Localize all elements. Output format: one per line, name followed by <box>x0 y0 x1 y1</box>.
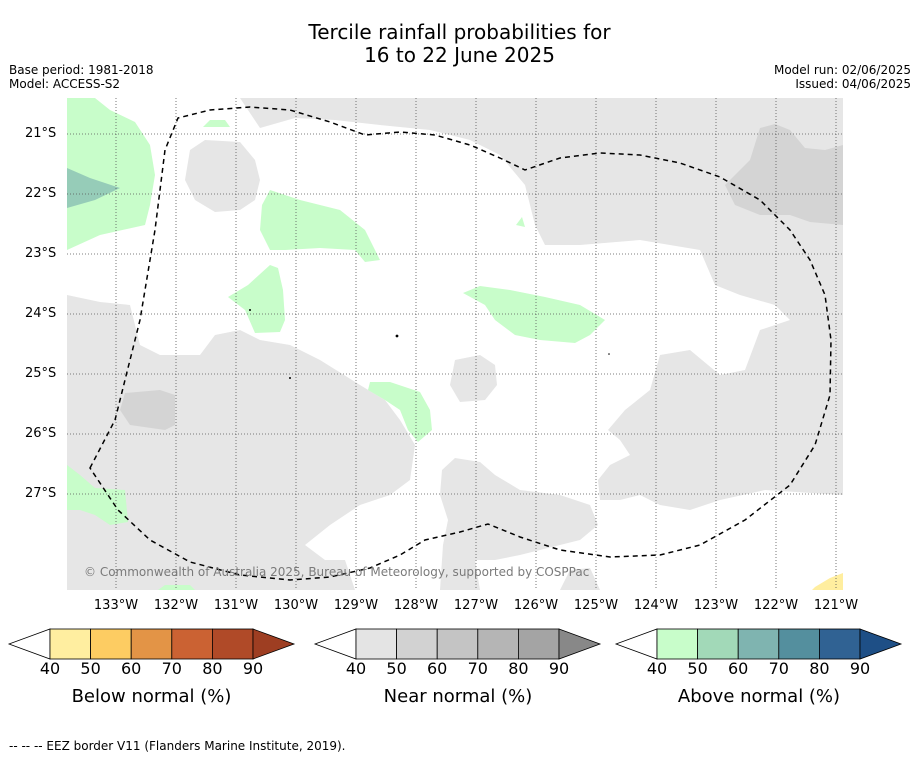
above-normal-colorbar-segment <box>656 628 698 660</box>
above-normal-title: Above normal (%) <box>677 686 841 707</box>
meta-right: Model run: 02/06/2025 Issued: 04/06/2025 <box>774 63 911 91</box>
above-normal-region <box>368 382 432 442</box>
above-normal-region <box>158 585 195 590</box>
meta-left: Base period: 1981-2018 Model: ACCESS-S2 <box>9 63 154 91</box>
near-normal-colorbar-tick: 70 <box>467 659 488 678</box>
below-normal-colorbar-segment <box>49 628 91 660</box>
near-normal-colorbar-tick: 40 <box>345 659 367 678</box>
near-normal-region <box>780 325 843 420</box>
above-normal-colorbar-segment <box>819 628 861 660</box>
above-normal-colorbar-segment <box>778 628 820 660</box>
below-normal-colorbar-tick: 80 <box>202 659 223 678</box>
near-normal-region <box>240 98 843 510</box>
above-normal-colorbar-tick: 40 <box>646 659 668 678</box>
above-normal-region <box>260 190 380 262</box>
lat-label: 21°S <box>25 126 57 141</box>
above-normal-region <box>463 286 605 343</box>
near-normal-region <box>450 355 497 402</box>
lon-label: 130°W <box>273 598 319 613</box>
base-period: Base period: 1981-2018 <box>9 63 154 77</box>
above-normal-colorbar-extend-high <box>859 628 903 660</box>
below-normal-region <box>812 573 843 590</box>
above-normal-colorbar-tick: 80 <box>809 659 830 678</box>
lon-label: 121°W <box>813 598 859 613</box>
map-grid <box>67 98 843 590</box>
near-normal-region <box>67 295 415 590</box>
below-normal-colorbar-segment <box>130 628 173 660</box>
lat-label: 26°S <box>25 426 57 441</box>
below-normal-colorbar-tick: 40 <box>39 659 61 678</box>
lat-label: 27°S <box>25 486 57 501</box>
lon-label: 129°W <box>333 598 379 613</box>
lon-label: 127°W <box>453 598 499 613</box>
above-normal-dark-region <box>67 168 120 208</box>
lat-label: 25°S <box>25 366 57 381</box>
below-normal-colorbar-segment <box>90 628 132 660</box>
above-normal-region <box>516 217 525 227</box>
title-line-2: 16 to 22 June 2025 <box>364 43 555 67</box>
colorbar-group <box>7 628 903 660</box>
near-normal-dark-region <box>120 390 175 430</box>
above-normal-region <box>228 265 285 333</box>
lon-label: 131°W <box>213 598 259 613</box>
near-normal-colorbar-extend-low <box>313 628 357 660</box>
above-normal-region <box>67 98 155 250</box>
below-normal-colorbar-segment <box>171 628 213 660</box>
above-normal-colorbar-segment <box>697 628 739 660</box>
above-normal-colorbar-tick: 90 <box>849 659 871 678</box>
lat-label: 24°S <box>25 306 57 321</box>
lon-label: 133°W <box>93 598 139 613</box>
islands <box>249 309 610 379</box>
below-normal-colorbar-tick: 50 <box>80 659 101 678</box>
lon-label: 122°W <box>753 598 799 613</box>
lon-label: 128°W <box>393 598 439 613</box>
model-run: Model run: 02/06/2025 <box>773 63 911 77</box>
below-normal-colorbar-extend-high <box>252 628 296 660</box>
near-normal-colorbar-segment <box>477 628 519 660</box>
eez-border <box>89 106 832 581</box>
below-normal-colorbar-extend-low <box>7 628 51 660</box>
below-normal-colorbar-segment <box>211 628 254 660</box>
issued-date: Issued: 04/06/2025 <box>795 77 911 91</box>
lon-label: 124°W <box>633 598 679 613</box>
lon-label: 125°W <box>573 598 619 613</box>
above-normal-colorbar-tick: 70 <box>768 659 789 678</box>
above-normal-colorbar-tick: 60 <box>728 659 749 678</box>
near-normal-colorbar-segment <box>436 628 479 660</box>
near-normal-colorbar-tick: 50 <box>386 659 407 678</box>
near-normal-colorbar-tick: 80 <box>508 659 529 678</box>
near-normal-dark-region <box>725 124 843 225</box>
copyright-notice: © Commonwealth of Australia 2025, Bureau… <box>84 565 590 579</box>
below-normal-title: Below normal (%) <box>71 686 232 707</box>
near-normal-region <box>560 568 600 590</box>
near-normal-colorbar-extend-high <box>558 628 602 660</box>
title-line-1: Tercile rainfall probabilities for <box>308 20 611 44</box>
near-normal-colorbar-segment <box>355 628 397 660</box>
near-normal-colorbar-tick: 90 <box>548 659 570 678</box>
lat-label: 23°S <box>25 246 57 261</box>
above-normal-colorbar-tick: 50 <box>687 659 708 678</box>
above-normal-region <box>203 120 230 127</box>
eez-legend-footer: -- -- -- EEZ border V11 (Flanders Marine… <box>9 739 346 753</box>
near-normal-colorbar-segment <box>518 628 560 660</box>
below-normal-colorbar-tick: 60 <box>121 659 142 678</box>
model-name: Model: ACCESS-S2 <box>9 77 121 91</box>
lon-label: 123°W <box>693 598 739 613</box>
near-normal-title: Near normal (%) <box>383 686 533 707</box>
near-normal-colorbar-segment <box>396 628 438 660</box>
near-normal-colorbar-tick: 60 <box>427 659 448 678</box>
above-normal-colorbar-segment <box>737 628 780 660</box>
lon-label: 132°W <box>153 598 199 613</box>
above-normal-colorbar-extend-low <box>614 628 658 660</box>
lat-label: 22°S <box>25 186 57 201</box>
lon-label: 126°W <box>513 598 559 613</box>
above-normal-region <box>67 465 128 525</box>
near-normal-region <box>440 458 598 590</box>
below-normal-colorbar-tick: 90 <box>242 659 264 678</box>
below-normal-colorbar-tick: 70 <box>161 659 182 678</box>
